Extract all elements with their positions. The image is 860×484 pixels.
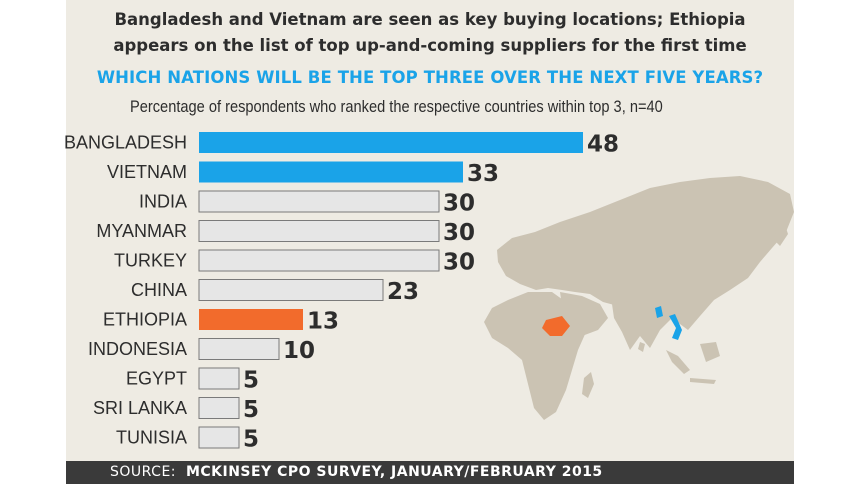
map-madagascar <box>582 372 594 398</box>
chart-question: WHICH NATIONS WILL BE THE TOP THREE OVER… <box>96 68 764 87</box>
value-label: 5 <box>243 397 259 423</box>
bar-india <box>198 190 440 213</box>
value-label: 13 <box>307 309 339 335</box>
headline-line-2: appears on the list of top up-and-coming… <box>113 36 747 55</box>
value-label: 23 <box>387 279 419 305</box>
value-label: 30 <box>443 220 475 246</box>
source-text: MCKINSEY CPO SURVEY, JANUARY/FEBRUARY 20… <box>185 464 603 480</box>
map-bangladesh-highlight <box>655 306 663 318</box>
map-sumatra <box>666 350 690 374</box>
category-label: CHINA <box>131 280 187 300</box>
value-label: 5 <box>243 368 259 394</box>
bar-turkey <box>198 249 440 272</box>
map-arabia <box>560 292 608 336</box>
map-eurasia <box>497 176 794 348</box>
map-vietnam-highlight <box>669 314 682 340</box>
bar-egypt <box>198 367 240 390</box>
value-label: 30 <box>443 250 475 276</box>
bar-china <box>198 279 384 301</box>
category-label: EGYPT <box>126 369 187 389</box>
value-label: 5 <box>243 427 259 453</box>
bar-myanmar <box>198 220 440 242</box>
category-label: TURKEY <box>114 251 187 271</box>
value-label: 48 <box>587 132 619 158</box>
source-note: SOURCE: MCKINSEY CPO SURVEY, JANUARY/FEB… <box>110 464 603 480</box>
category-label: INDIA <box>139 192 187 212</box>
map-ethiopia-highlight <box>542 316 570 336</box>
map-india <box>612 300 652 350</box>
category-label: INDONESIA <box>88 339 187 359</box>
source-label: SOURCE: <box>110 464 177 480</box>
bar-sri-lanka <box>198 397 240 419</box>
bar-bangladesh <box>199 132 583 153</box>
value-label: 33 <box>467 161 499 187</box>
chart-subtitle: Percentage of respondents who ranked the… <box>130 97 663 116</box>
bar-vietnam <box>199 161 463 183</box>
category-label: BANGLADESH <box>64 133 187 153</box>
bar-indonesia <box>198 338 280 360</box>
map-sri-lanka <box>638 342 645 352</box>
map-java <box>690 378 716 384</box>
map-japan <box>774 222 788 246</box>
value-label: 10 <box>283 338 315 364</box>
value-label: 30 <box>443 191 475 217</box>
headline-line-1: Bangladesh and Vietnam are seen as key b… <box>114 10 746 29</box>
footer-bar <box>66 461 794 484</box>
bars-group: BANGLADESH 48 VIETNAM 33 INDIA 30 MYANMAR 30 TUR… <box>64 132 619 453</box>
category-label: MYANMAR <box>96 221 187 241</box>
map-borneo <box>700 342 720 362</box>
category-label: ETHIOPIA <box>103 310 187 330</box>
category-label: SRI LANKA <box>93 398 187 418</box>
category-label: VIETNAM <box>107 162 187 182</box>
bar-tunisia <box>198 426 240 449</box>
bar-ethiopia <box>199 309 303 330</box>
category-label: TUNISIA <box>116 428 187 448</box>
world-map <box>484 176 794 420</box>
